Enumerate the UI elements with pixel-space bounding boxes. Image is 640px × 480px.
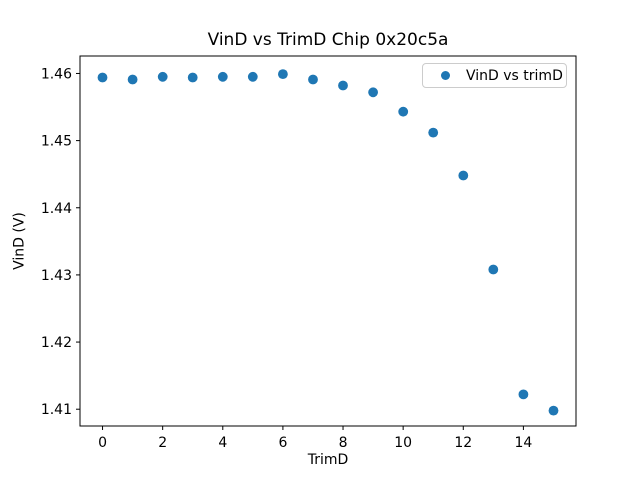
chart-title: VinD vs TrimD Chip 0x20c5a [207, 30, 449, 50]
data-point [428, 127, 439, 138]
data-point [458, 170, 469, 181]
plot-frame [79, 55, 577, 427]
data-point [97, 72, 108, 83]
y-tick-label: 1.41 [41, 402, 72, 418]
y-tick-label: 1.43 [41, 268, 72, 284]
data-point [398, 106, 409, 117]
data-point [127, 74, 138, 85]
data-point [157, 71, 168, 82]
x-tick-label: 0 [98, 435, 107, 451]
x-tick-label: 4 [218, 435, 227, 451]
legend-label: VinD vs trimD [466, 67, 563, 84]
y-axis-label: VinD (V) [11, 212, 28, 270]
scatter-marker-icon [441, 71, 450, 80]
data-point [308, 74, 318, 85]
data-point [278, 69, 288, 79]
data-point [488, 264, 499, 275]
x-tick-label: 6 [278, 435, 287, 451]
x-tick-label: 2 [158, 435, 167, 451]
y-tick-label: 1.42 [41, 335, 72, 351]
data-point [368, 87, 378, 98]
data-point [217, 71, 228, 82]
y-tick-label: 1.46 [41, 66, 72, 82]
x-tick-label: 14 [514, 435, 532, 451]
data-point [338, 80, 348, 91]
data-point [518, 389, 529, 400]
x-tick-label: 10 [394, 435, 412, 451]
legend: VinD vs trimD [422, 63, 567, 88]
data-point [187, 72, 198, 83]
y-tick-label: 1.45 [41, 134, 72, 150]
x-tick-label: 12 [454, 435, 472, 451]
data-point [548, 405, 559, 416]
x-axis-label: TrimD [307, 452, 349, 468]
y-tick-label: 1.44 [41, 201, 72, 217]
data-point [247, 71, 258, 82]
x-tick-label: 8 [339, 435, 348, 451]
